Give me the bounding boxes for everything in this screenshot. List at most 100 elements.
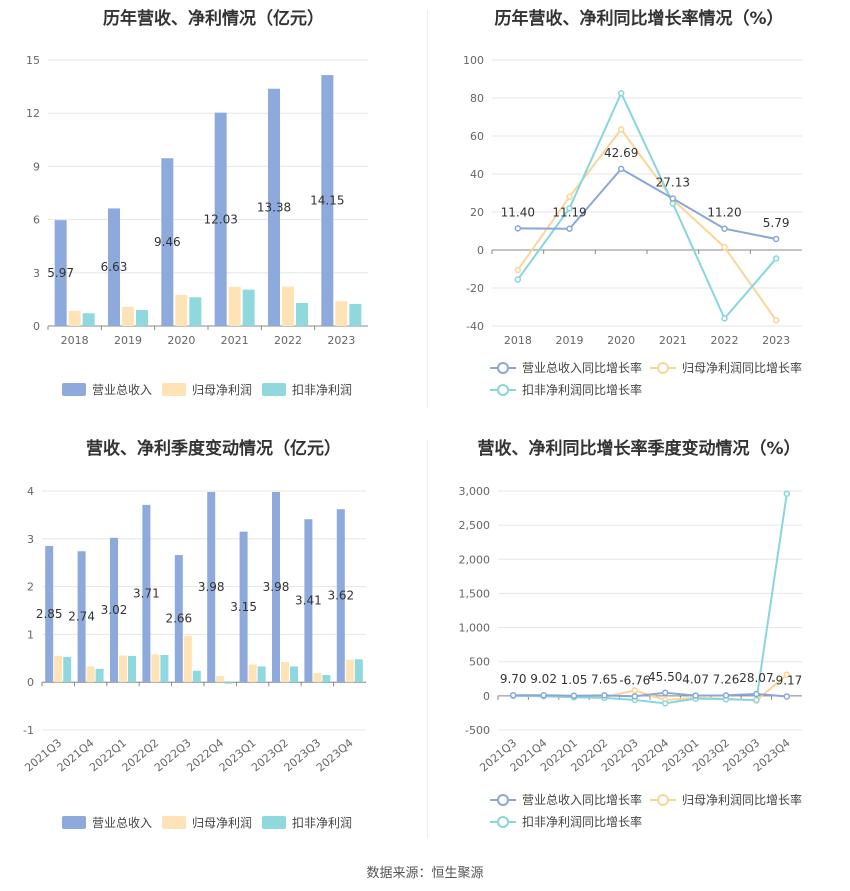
data-label: 11.20	[707, 206, 741, 220]
data-label: 28.07	[739, 671, 773, 685]
y-tick-label: 0	[27, 676, 34, 689]
data-point	[514, 225, 522, 232]
x-tick-label: 2023Q4	[314, 736, 356, 774]
legend-marker	[657, 794, 669, 806]
bar-revenue	[110, 537, 118, 683]
y-tick-label: 12	[26, 107, 40, 120]
y-tick-label: 6	[33, 214, 40, 227]
data-point	[631, 687, 639, 694]
legend-label: 归母净利润同比增长率	[682, 360, 802, 375]
quarterly-growth-chart: -50005001,0001,5002,0002,5003,0002021Q32…	[459, 485, 803, 829]
data-label: 42.69	[604, 146, 638, 160]
legend-label: 营业总收入	[92, 816, 152, 830]
y-tick-label: 2,500	[459, 519, 491, 532]
bar-deducted-profit	[349, 304, 362, 326]
bar-deducted-profit	[290, 666, 298, 683]
bar-net-profit	[216, 675, 225, 683]
data-label: 2.66	[165, 612, 192, 626]
data-point	[753, 696, 760, 704]
legend-marker	[497, 816, 509, 828]
x-tick-label: 2022	[711, 334, 739, 347]
bar-revenue	[174, 555, 183, 683]
bar-deducted-profit	[354, 659, 363, 683]
data-label: 14.15	[310, 194, 344, 208]
divider-vertical	[427, 440, 428, 838]
legend-label: 扣非净利润同比增长率	[522, 382, 642, 397]
x-tick-label: 2023	[327, 334, 355, 347]
bar-net-profit	[345, 659, 354, 683]
x-tick-label: 2022	[274, 334, 302, 347]
legend-label: 营业总收入同比增长率	[522, 792, 642, 807]
series-line-deducted-growth	[517, 90, 777, 321]
data-label: 3.71	[133, 587, 160, 601]
y-tick-label: 15	[26, 54, 40, 67]
data-point	[783, 693, 791, 700]
y-tick-label: 0	[483, 690, 490, 703]
bar-net-profit	[282, 286, 294, 326]
x-tick-label: 2019	[556, 334, 584, 347]
quarterly-revenue-chart: -1012342021Q32021Q42022Q12022Q22022Q3202…	[22, 485, 366, 830]
data-label: 9.46	[154, 235, 181, 249]
y-tick-label: 3,000	[459, 485, 491, 498]
chart-title: 历年营收、净利情况（亿元）	[103, 9, 324, 29]
panel-annual-revenue: 历年营收、净利情况（亿元） 0 3 6 9 12 15 2018 2019 2020 2021 20…	[0, 0, 427, 420]
bar-net-profit	[151, 654, 160, 683]
panel-quarterly-revenue: 营收、净利季度变动情况（亿元） -1 0 1 2 3 4 2021Q3 2021Q4 2022Q…	[0, 430, 427, 850]
data-point	[514, 276, 522, 283]
y-tick-label: 500	[469, 656, 490, 669]
data-point	[772, 317, 780, 324]
panel-annual-growth: 历年营收、净利同比增长率情况（%） -40 -20 0 20 40 60 80 100 2018…	[428, 0, 850, 420]
data-label: 4.07	[682, 673, 709, 687]
data-label: 5.97	[47, 266, 74, 280]
data-point	[783, 490, 791, 497]
x-tick-label: 2020	[167, 334, 195, 347]
bar-net-profit	[313, 673, 322, 683]
data-label: -6.76	[619, 673, 650, 687]
divider-vertical	[427, 10, 428, 408]
y-tick-label: 60	[470, 130, 484, 143]
legend-marker	[657, 362, 669, 374]
legend-label: 归母净利润	[192, 383, 252, 397]
legend-label: 扣非净利润	[292, 383, 352, 397]
chart-title: 历年营收、净利同比增长率情况（%）	[494, 9, 784, 29]
data-point	[514, 266, 522, 274]
y-tick-label: 1,000	[459, 622, 491, 635]
bar-net-profit	[68, 310, 81, 326]
x-tick-label: 2018	[61, 334, 89, 347]
data-label: 5.79	[763, 216, 790, 230]
bar-deducted-profit	[189, 297, 202, 326]
y-tick-label: 0	[477, 244, 484, 257]
data-point	[721, 243, 728, 251]
data-label: 11.40	[501, 205, 535, 219]
series-line-revenue-growth	[513, 691, 787, 698]
bar-net-profit	[175, 294, 188, 326]
data-label: 3.02	[101, 603, 128, 617]
bar-revenue	[321, 75, 334, 326]
data-label: 2.85	[36, 607, 63, 621]
bar-deducted-profit	[257, 666, 266, 683]
y-tick-label: 4	[27, 485, 34, 498]
y-tick-label: 2	[27, 581, 34, 594]
y-tick-label: 1,500	[459, 587, 491, 600]
legend-swatch	[162, 383, 186, 396]
bar-revenue	[268, 88, 280, 326]
x-tick-label: 2021	[221, 334, 249, 347]
x-tick-label: 2021	[659, 334, 687, 347]
data-point	[661, 689, 669, 697]
bar-deducted-profit	[225, 682, 234, 684]
data-point	[566, 204, 573, 212]
data-label: 9.70	[500, 672, 527, 686]
legend-label: 扣非净利润	[292, 816, 352, 830]
bar-revenue	[45, 545, 54, 683]
data-point	[753, 690, 760, 698]
bar-deducted-profit	[128, 655, 136, 683]
y-tick-label: 9	[33, 160, 40, 173]
annual-growth-chart: -40 -20 0 20 40 60 80 100 2018 2019 2020 2021 2022 20…	[463, 54, 802, 397]
bar-revenue	[304, 519, 313, 683]
legend-swatch	[162, 816, 186, 829]
x-tick-label: 2020	[607, 334, 635, 347]
legend-marker	[497, 384, 509, 396]
series-line-deducted-growth	[513, 493, 788, 705]
annual-revenue-chart: 0 3 6 9 12 15 2018 2019 2020 2021 2022 2023 5.97 6.63…	[26, 54, 368, 397]
legend-swatch	[62, 816, 86, 829]
